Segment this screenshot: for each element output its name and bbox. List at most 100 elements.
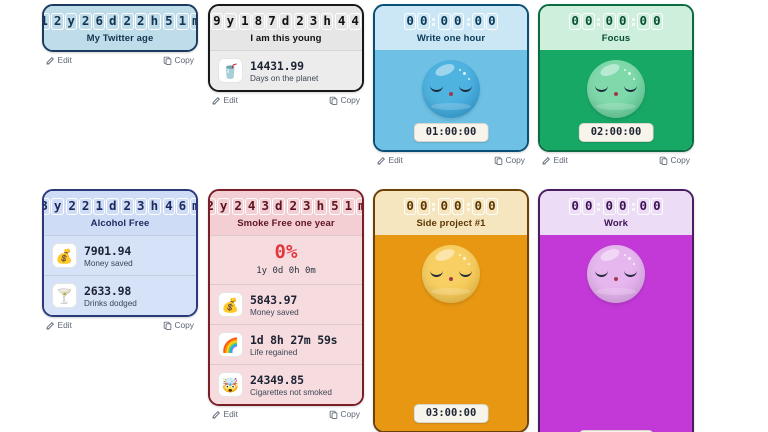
timer-duration-write-one-hour[interactable]: 01:00:00 bbox=[413, 123, 489, 142]
face-eye-right bbox=[624, 84, 637, 92]
face-gloss bbox=[596, 288, 636, 295]
timer-digit: 3 bbox=[300, 198, 314, 215]
stat-row: 🍸 2633.98 Drinks dodged bbox=[44, 275, 196, 315]
timer-digit: 2 bbox=[121, 198, 134, 215]
copy-icon bbox=[494, 156, 503, 165]
timer-body: 01:00:00 bbox=[375, 50, 527, 150]
copy-button-focus[interactable]: Copy bbox=[659, 155, 690, 165]
card-header: 0 0 0 0 0 0 Focus bbox=[540, 6, 692, 50]
face-eye-right bbox=[624, 269, 637, 277]
card-title-work: Work bbox=[604, 218, 628, 229]
card-side-project-1[interactable]: 0 0 0 0 0 0 Side project #1 03:00:00 bbox=[373, 189, 529, 432]
stat-row: 💰 5843.97 Money saved bbox=[210, 284, 362, 324]
copy-label: Copy bbox=[505, 155, 525, 165]
elapsed-time-my-twitter-age: 12y26d22h51m bbox=[44, 13, 196, 30]
edit-label: Edit bbox=[223, 95, 238, 105]
timer-digit: 0 bbox=[582, 198, 595, 215]
timer-digit: 2 bbox=[210, 198, 217, 215]
stat-label: Life regained bbox=[250, 347, 298, 357]
copy-button-alcohol-free[interactable]: Copy bbox=[163, 320, 194, 330]
edit-label: Edit bbox=[223, 409, 238, 419]
stat-label: Money saved bbox=[84, 258, 133, 268]
copy-label: Copy bbox=[340, 95, 360, 105]
elapsed-time-i-am-this-young: 39y187d23h44m bbox=[210, 13, 362, 30]
card-write-one-hour[interactable]: 0 0 0 0 0 0 Write one hour 01:00:00 bbox=[373, 4, 529, 152]
face-sparkle bbox=[463, 72, 466, 75]
timer-digit: m bbox=[189, 198, 196, 215]
edit-button-smoke-free-one-year[interactable]: Edit bbox=[212, 409, 238, 419]
card-slot-focus: 0 0 0 0 0 0 Focus 02:00:00 Edit Copy bbox=[538, 4, 694, 165]
timer-digit: m bbox=[189, 13, 196, 30]
timer-digit: 3 bbox=[258, 198, 272, 215]
card-title-side-project-1: Side project #1 bbox=[416, 218, 486, 229]
card-header: 39y187d23h44mI am this young bbox=[210, 6, 362, 50]
timer-digit: d bbox=[279, 13, 292, 30]
timer-digit: 0 bbox=[568, 13, 582, 30]
timer-digit: 0 bbox=[637, 198, 650, 215]
card-header: 2y243d23h51mSmoke Free one year bbox=[210, 191, 362, 235]
stat-row: 🤯 24349.85 Cigarettes not smoked bbox=[210, 364, 362, 404]
timer-digit: 0 bbox=[602, 198, 616, 215]
timer-digit: 9 bbox=[210, 13, 224, 30]
timer-body: 02:00:00 bbox=[540, 50, 692, 150]
face-sparkle bbox=[628, 257, 631, 260]
face-sparkle bbox=[624, 254, 626, 256]
edit-button-write-one-hour[interactable]: Edit bbox=[377, 155, 403, 165]
timer-digit: y bbox=[51, 198, 64, 215]
card-footer: Edit Copy bbox=[538, 152, 694, 165]
copy-icon bbox=[329, 410, 338, 419]
timer-digit: 0 bbox=[472, 198, 485, 215]
edit-button-my-twitter-age[interactable]: Edit bbox=[46, 55, 72, 65]
face-shine bbox=[433, 61, 457, 79]
timer-digit: m bbox=[355, 198, 362, 215]
timer-duration-focus[interactable]: 02:00:00 bbox=[578, 123, 654, 142]
timer-digit: y bbox=[224, 13, 237, 30]
timer-digit: h bbox=[314, 198, 327, 215]
timer-digit: 2 bbox=[79, 198, 92, 215]
digit-separator bbox=[596, 202, 602, 211]
timer-digit: 2 bbox=[134, 13, 148, 30]
edit-button-i-am-this-young[interactable]: Edit bbox=[212, 95, 238, 105]
edit-icon bbox=[377, 156, 385, 164]
copy-button-write-one-hour[interactable]: Copy bbox=[494, 155, 525, 165]
face-eye-left bbox=[430, 84, 443, 92]
card-my-twitter-age[interactable]: 12y26d22h51mMy Twitter age bbox=[42, 4, 198, 52]
card-footer: Edit Copy bbox=[208, 92, 364, 105]
copy-button-my-twitter-age[interactable]: Copy bbox=[163, 55, 194, 65]
timer-digit: 2 bbox=[51, 13, 64, 30]
timer-digit: h bbox=[148, 198, 161, 215]
card-footer: Edit Copy bbox=[42, 52, 198, 65]
rainbow-icon: 🌈 bbox=[218, 332, 243, 357]
stat-value: 24349.85 bbox=[250, 372, 304, 387]
copy-label: Copy bbox=[670, 155, 690, 165]
timer-digit: y bbox=[217, 198, 230, 215]
copy-icon bbox=[329, 96, 338, 105]
timer-duration-side-project-1[interactable]: 03:00:00 bbox=[413, 404, 489, 423]
percent-value: 0% bbox=[274, 241, 298, 263]
tropical-drink-icon: 🥤 bbox=[218, 58, 243, 83]
copy-button-i-am-this-young[interactable]: Copy bbox=[329, 95, 360, 105]
face-gloss bbox=[596, 103, 636, 110]
timer-digit: 1 bbox=[176, 13, 189, 30]
stat-row: 💰 7901.94 Money saved bbox=[44, 235, 196, 275]
edit-button-alcohol-free[interactable]: Edit bbox=[46, 320, 72, 330]
copy-label: Copy bbox=[340, 409, 360, 419]
card-focus[interactable]: 0 0 0 0 0 0 Focus 02:00:00 bbox=[538, 4, 694, 152]
face-sparkle bbox=[633, 263, 635, 265]
card-slot-write-one-hour: 0 0 0 0 0 0 Write one hour 01:00:00 Edit Copy bbox=[373, 4, 529, 165]
copy-label: Copy bbox=[174, 55, 194, 65]
timer-digit: 4 bbox=[348, 13, 362, 30]
timer-body: 04:00:00 bbox=[540, 235, 692, 432]
timer-digit: 8 bbox=[252, 13, 265, 30]
edit-button-focus[interactable]: Edit bbox=[542, 155, 568, 165]
copy-button-smoke-free-one-year[interactable]: Copy bbox=[329, 409, 360, 419]
card-i-am-this-young[interactable]: 39y187d23h44mI am this young🥤14431.99Day… bbox=[208, 4, 364, 92]
